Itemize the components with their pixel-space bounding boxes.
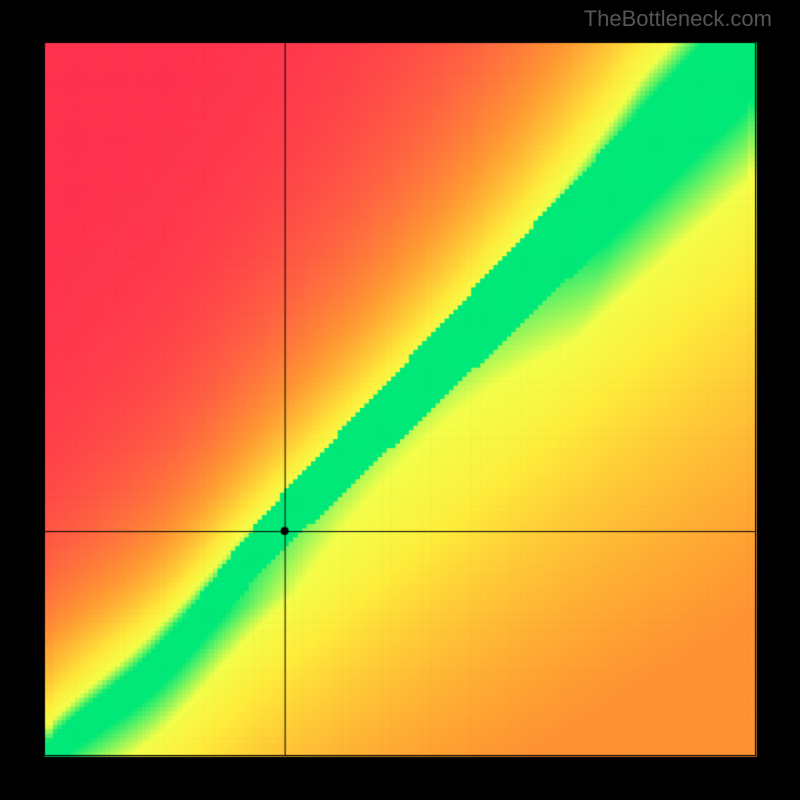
chart-container: { "figure": { "type": "heatmap", "width"… <box>0 0 800 800</box>
watermark-text: TheBottleneck.com <box>584 6 772 32</box>
bottleneck-heatmap <box>0 0 800 800</box>
